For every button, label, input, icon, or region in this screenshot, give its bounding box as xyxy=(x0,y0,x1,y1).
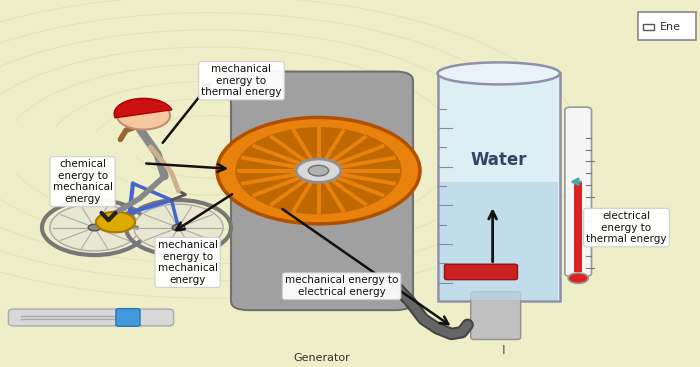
FancyBboxPatch shape xyxy=(116,309,140,326)
Circle shape xyxy=(309,165,329,176)
Ellipse shape xyxy=(438,62,560,84)
Circle shape xyxy=(134,204,223,251)
Text: mechanical
energy to
mechanical
energy: mechanical energy to mechanical energy xyxy=(158,240,218,285)
Text: chemical
energy to
mechanical
energy: chemical energy to mechanical energy xyxy=(52,159,113,204)
Text: mechanical energy to
electrical energy: mechanical energy to electrical energy xyxy=(285,276,398,297)
Circle shape xyxy=(296,159,341,182)
FancyBboxPatch shape xyxy=(574,182,582,272)
Text: Generator: Generator xyxy=(293,353,351,363)
FancyBboxPatch shape xyxy=(8,309,174,326)
FancyBboxPatch shape xyxy=(438,73,560,301)
Text: Ene: Ene xyxy=(659,22,680,32)
FancyBboxPatch shape xyxy=(565,107,592,276)
FancyBboxPatch shape xyxy=(231,72,413,310)
Circle shape xyxy=(172,224,185,231)
FancyBboxPatch shape xyxy=(440,182,558,300)
FancyBboxPatch shape xyxy=(643,24,654,30)
Text: mechanical
energy to
thermal energy: mechanical energy to thermal energy xyxy=(202,64,281,97)
Circle shape xyxy=(568,273,588,283)
Text: Water: Water xyxy=(470,151,527,169)
Circle shape xyxy=(50,204,139,251)
Circle shape xyxy=(117,102,170,130)
Circle shape xyxy=(88,224,101,231)
FancyBboxPatch shape xyxy=(470,292,521,339)
FancyBboxPatch shape xyxy=(638,12,696,40)
Wedge shape xyxy=(114,98,172,118)
Circle shape xyxy=(96,212,135,232)
Text: electrical
energy to
thermal energy: electrical energy to thermal energy xyxy=(587,211,666,244)
Circle shape xyxy=(235,127,402,214)
Text: I: I xyxy=(502,344,506,357)
Circle shape xyxy=(217,117,420,224)
FancyBboxPatch shape xyxy=(444,264,517,280)
